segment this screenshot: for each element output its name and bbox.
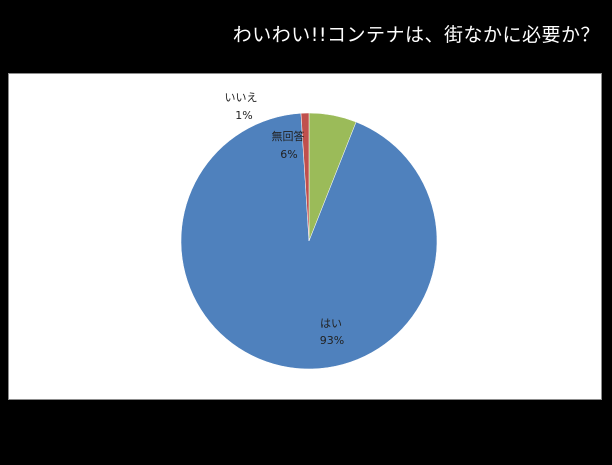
- slice-value-label-0: 6%: [280, 148, 297, 161]
- slice-label-0: 無回答: [272, 129, 305, 143]
- slice-value-label-1: 93%: [320, 334, 344, 347]
- slice-value-label-2: 1%: [235, 109, 252, 122]
- pie-slice-2: [300, 112, 310, 242]
- chart-panel: 無回答 6% はい 93% いいえ 1%: [8, 73, 602, 400]
- slide-title: わいわい!!コンテナは、街なかに必要か？: [232, 24, 600, 46]
- pie-chart: 無回答 6% はい 93% いいえ 1%: [180, 91, 438, 370]
- slice-label-2: いいえ: [225, 91, 258, 104]
- slice-label-1: はい: [320, 317, 342, 330]
- pie-slice-1: [180, 112, 438, 370]
